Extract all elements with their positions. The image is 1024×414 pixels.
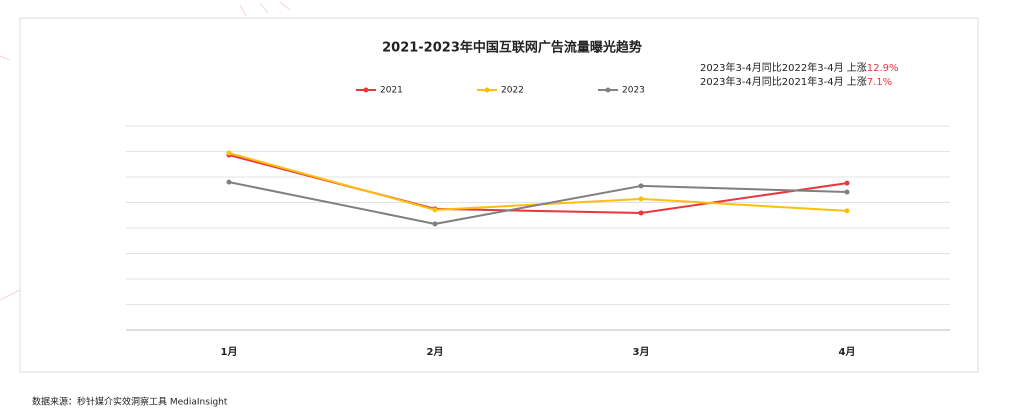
chart-title: 2021-2023年中国互联网广告流量曝光趋势 <box>382 40 642 56</box>
legend-label: 2023 <box>622 86 645 96</box>
annotation-text: 2023年3-4月同比2021年3-4月 上涨 <box>700 75 867 88</box>
legend-marker <box>605 87 611 93</box>
legend-label: 2021 <box>380 86 403 96</box>
annotation-text: 2023年3-4月同比2022年3-4月 上涨 <box>700 61 867 74</box>
x-tick-label: 3月 <box>633 346 650 358</box>
data-point <box>844 208 850 214</box>
x-tick-label: 2月 <box>427 346 444 358</box>
data-point <box>226 179 232 185</box>
legend-label: 2022 <box>501 86 524 96</box>
data-point <box>844 180 850 186</box>
data-point <box>638 196 644 202</box>
annotation-highlight: 7.1% <box>867 77 892 88</box>
annotation-highlight: 12.9% <box>867 63 899 74</box>
data-point <box>432 221 438 227</box>
data-point <box>226 150 232 156</box>
data-point <box>432 207 438 213</box>
data-point <box>638 183 644 189</box>
legend-marker <box>363 87 369 93</box>
data-point <box>638 210 644 216</box>
series-line <box>228 181 848 225</box>
annotation: 2023年3-4月同比2021年3-4月 上涨7.1% <box>700 75 892 88</box>
x-tick-label: 4月 <box>839 346 856 358</box>
legend-marker <box>484 87 490 93</box>
x-tick-label: 1月 <box>221 346 238 358</box>
chart-frame <box>19 17 979 373</box>
data-point <box>844 189 850 195</box>
source-note: 数据来源：秒针媒介实效洞察工具 MediaInsight <box>32 396 228 408</box>
annotation: 2023年3-4月同比2022年3-4月 上涨12.9% <box>700 61 899 74</box>
